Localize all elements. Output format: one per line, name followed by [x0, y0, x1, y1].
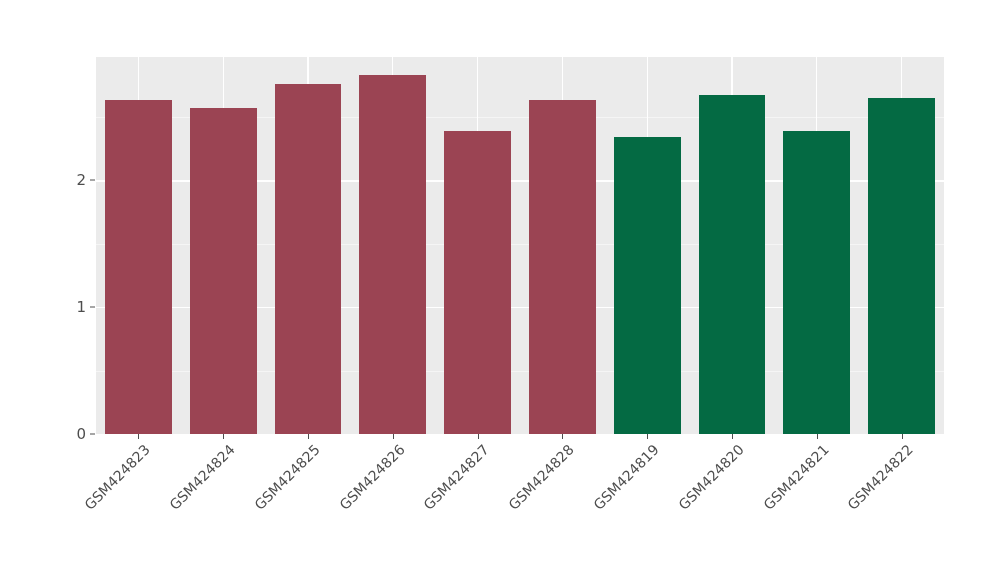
gridline-major-horizontal — [96, 180, 944, 182]
bar — [868, 97, 936, 434]
y-axis-tick-label: 2 — [76, 171, 86, 190]
y-axis-tick-mark — [90, 179, 95, 181]
x-axis-tick-label-text: GSM424823 — [82, 442, 154, 514]
bar — [698, 95, 766, 434]
x-axis-tick-label-text: GSM424820 — [675, 442, 748, 514]
x-axis-tick-mark — [392, 434, 394, 439]
gridline-major-horizontal — [96, 307, 944, 309]
y-axis-tick-labels: 0 1 2 — [56, 0, 86, 580]
y-axis-tick-mark — [90, 433, 95, 435]
x-axis-tick-label-text: GSM424825 — [251, 442, 324, 514]
bar — [528, 100, 596, 434]
x-axis-tick-mark — [901, 434, 903, 439]
bar — [613, 136, 681, 434]
y-axis-tick-label: 0 — [76, 425, 86, 443]
x-axis-tick-mark — [647, 434, 649, 439]
x-axis-tick-label-text: GSM424828 — [506, 442, 578, 514]
bar — [444, 130, 512, 434]
x-axis-tick-labels: GSM424823 GSM424824 GSM424825 GSM424826 GSM4… — [82, 434, 944, 580]
x-axis-tick-mark — [223, 434, 225, 439]
plot-panel — [96, 57, 944, 434]
gridline-minor-horizontal — [96, 243, 944, 245]
y-axis-title: Expression Level — [0, 0, 30, 580]
bar — [189, 107, 257, 434]
x-axis-tick-mark — [562, 434, 564, 439]
x-axis-tick-mark — [308, 434, 309, 439]
gridline-minor-horizontal — [96, 116, 944, 118]
x-axis-tick-label-text: GSM424824 — [166, 442, 239, 514]
x-axis-tick-label-text: GSM424821 — [760, 442, 833, 514]
x-axis-tick-label-text: GSM424822 — [845, 442, 917, 514]
bar — [274, 83, 342, 434]
x-axis-tick-mark — [138, 434, 140, 439]
gridline-minor-horizontal — [96, 370, 944, 372]
x-axis-tick-label-text: GSM424827 — [421, 442, 493, 514]
x-axis-tick-label-text: GSM424819 — [590, 442, 663, 514]
y-axis-tick-mark — [90, 306, 95, 308]
y-axis-tick-label: 1 — [76, 298, 86, 317]
bar — [359, 74, 427, 434]
x-axis-tick-mark — [477, 434, 479, 439]
x-axis-tick-label-text: GSM424826 — [336, 442, 409, 514]
x-axis-tick-mark — [732, 434, 733, 439]
x-axis-tick-mark — [816, 434, 818, 439]
bar — [104, 100, 172, 434]
bar — [783, 130, 851, 434]
